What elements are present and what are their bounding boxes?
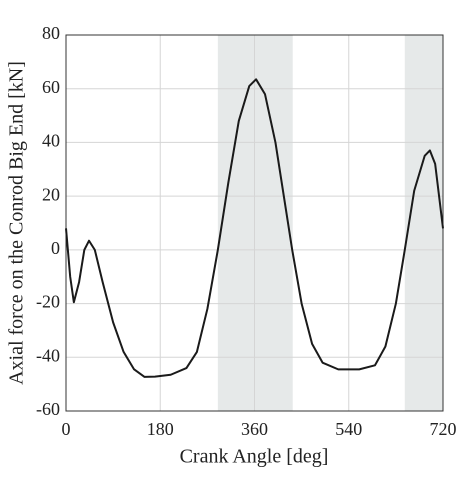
x-tick-label: 180 <box>147 419 174 439</box>
x-axis-label: Crank Angle [deg] <box>180 446 329 468</box>
shaded-region <box>217 35 293 411</box>
x-tick-label: 720 <box>430 419 457 439</box>
x-tick-label: 540 <box>335 419 362 439</box>
y-tick-label: 0 <box>51 238 60 258</box>
y-tick-label: -40 <box>36 345 60 365</box>
data-line <box>65 78 444 378</box>
y-tick-label: 20 <box>42 184 60 204</box>
x-tick-label: 0 <box>62 419 71 439</box>
x-tick-label: 360 <box>241 419 268 439</box>
y-tick-label: -20 <box>36 292 60 312</box>
shaded-region <box>404 35 443 411</box>
y-tick-label: 80 <box>42 23 60 43</box>
y-tick-label: 60 <box>42 77 60 97</box>
y-axis-label: Axial force on the Conrod Big End [kN] <box>6 61 28 385</box>
y-tick-label: -60 <box>36 399 60 419</box>
y-tick-label: 40 <box>42 131 60 151</box>
